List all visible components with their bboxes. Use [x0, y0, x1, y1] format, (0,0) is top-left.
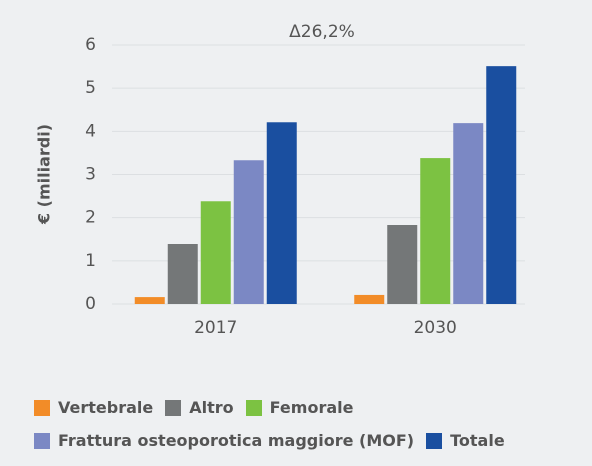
legend-swatch — [34, 399, 50, 416]
bar — [486, 66, 517, 304]
legend-swatch — [165, 399, 182, 416]
bar — [233, 160, 264, 304]
legend-label: Totale — [450, 431, 505, 450]
legend-item: Totale — [426, 431, 505, 450]
legend-label: Frattura osteoporotica maggiore (MOF) — [58, 431, 415, 450]
legend: Vertebrale Altro Femorale Frattura osteopor… — [34, 398, 592, 450]
x-tick-label: 2030 — [414, 318, 457, 338]
legend-swatch — [34, 432, 50, 449]
y-tick-label: 3 — [85, 165, 96, 185]
bar — [167, 243, 198, 304]
bar — [134, 297, 165, 304]
bar — [354, 294, 385, 304]
y-tick-label: 5 — [85, 78, 96, 98]
legend-label: Altro — [189, 398, 234, 417]
y-tick-label: 6 — [85, 35, 96, 55]
legend-item: Altro — [165, 398, 234, 417]
annotation: Δ26,2% — [289, 22, 355, 42]
bar — [387, 225, 418, 304]
y-tick-label: 2 — [85, 208, 96, 228]
bar — [420, 158, 451, 304]
legend-swatch — [426, 432, 443, 449]
legend-swatch — [245, 399, 262, 416]
legend-label: Vertebrale — [58, 398, 154, 417]
bar — [266, 122, 297, 304]
legend-item: Frattura osteoporotica maggiore (MOF) — [34, 431, 414, 450]
y-axis-label: € (miliardi) — [35, 124, 54, 225]
legend-label: Femorale — [269, 398, 354, 417]
x-tick-label: 2017 — [194, 318, 237, 338]
bar — [453, 123, 484, 304]
legend-item: Vertebrale — [34, 398, 153, 417]
legend-item: Femorale — [245, 398, 354, 417]
y-tick-label: 1 — [85, 251, 96, 271]
bar — [200, 201, 231, 304]
y-tick-label: 0 — [85, 294, 96, 314]
y-tick-label: 4 — [85, 121, 96, 141]
